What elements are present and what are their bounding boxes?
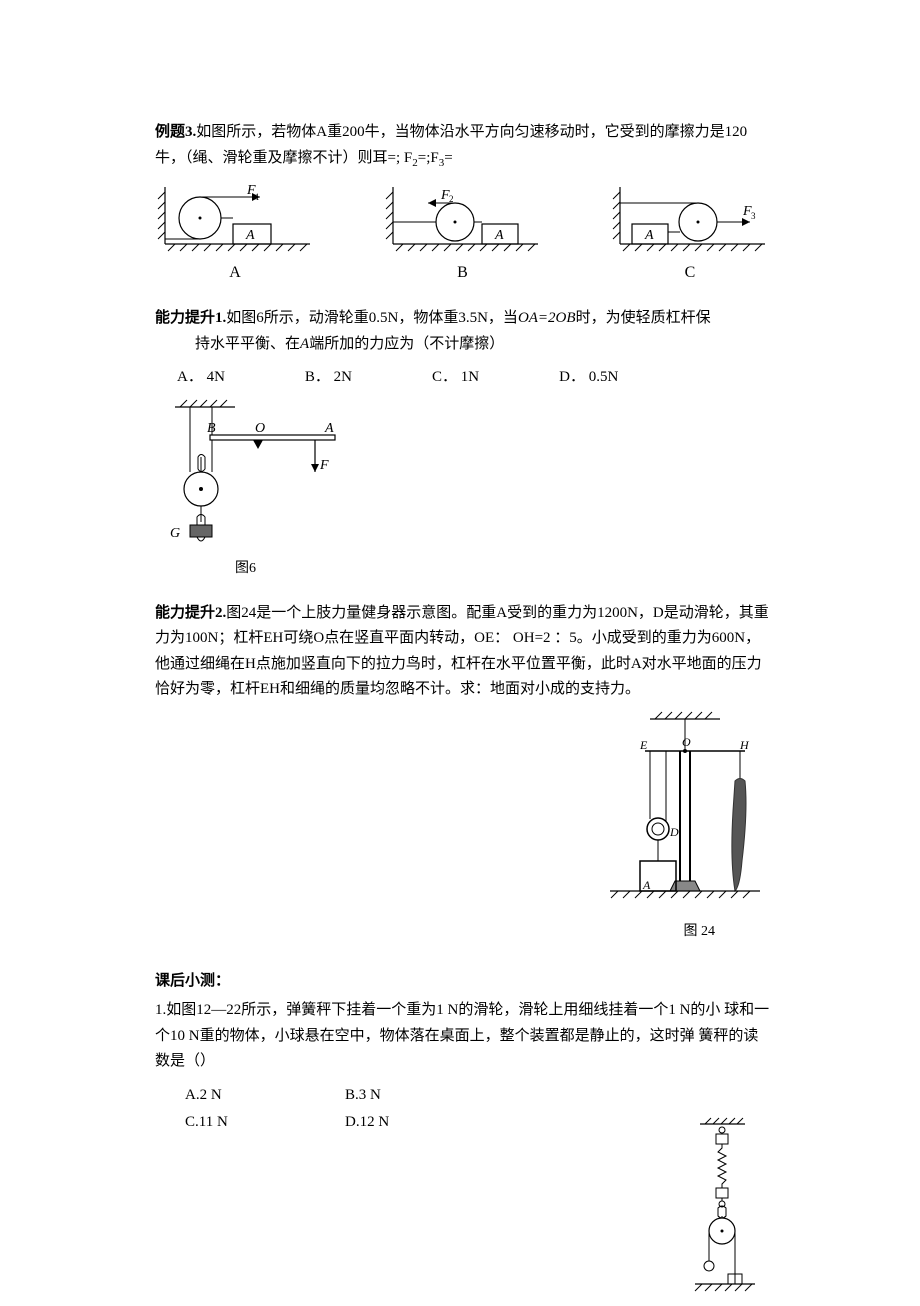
diagram-c-container: A F 3 C	[610, 182, 770, 286]
svg-text:D: D	[669, 825, 679, 839]
svg-text:H: H	[739, 738, 750, 752]
q1-option-c: C.11 N	[185, 1110, 345, 1136]
fig6-svg: B O A F G	[165, 397, 365, 557]
option-b: B． 2N	[305, 365, 352, 391]
diagram-a-svg: F 1 A	[155, 182, 315, 257]
svg-text:O: O	[255, 421, 265, 436]
skill-2-label: 能力提升2.	[155, 605, 226, 621]
q1-option-b: B.3 N	[345, 1083, 505, 1109]
skill-1: 能力提升1.如图6所示，动滑轮重0.5N，物体重3.5N，当OA=2OB时，为使…	[155, 306, 770, 580]
q1-option-a: A.2 N	[185, 1083, 345, 1109]
example-3-text: 例题3.如图所示，若物体A重200牛，当物体沿水平方向匀速移动时，它受到的摩擦力…	[155, 120, 770, 172]
svg-text:A: A	[245, 228, 255, 243]
posttest-q1-text: 1.如图12—22所示，弹簧秤下挂着一个重为1 N的滑轮，滑轮上用细线挂着一个1…	[155, 998, 770, 1075]
option-a: A． 4N	[177, 365, 225, 391]
posttest-header: 课后小测：	[155, 969, 770, 995]
skill-1-text: 能力提升1.如图6所示，动滑轮重0.5N，物体重3.5N，当OA=2OB时，为使…	[155, 306, 770, 357]
svg-text:A: A	[644, 228, 654, 243]
q1-option-d: D.12 N	[345, 1110, 505, 1136]
svg-text:1: 1	[255, 192, 260, 202]
example-3-label: 例题3.	[155, 124, 196, 140]
fig6-container: B O A F G 图6	[165, 397, 770, 581]
svg-text:F: F	[319, 458, 329, 473]
diagram-c-svg: A F 3	[610, 182, 770, 257]
svg-text:A: A	[324, 421, 334, 436]
skill-1-label: 能力提升1.	[155, 310, 226, 326]
svg-text:3: 3	[751, 211, 756, 221]
fig6-caption: 图6	[235, 557, 770, 581]
skill-1-line2: 持水平平衡、在A端所加的力应为（不计摩擦）	[195, 332, 770, 358]
option-d: D． 0.5N	[559, 365, 618, 391]
diagram-a-container: F 1 A A	[155, 182, 315, 286]
svg-text:O: O	[682, 735, 691, 749]
skill-2: 能力提升2.图24是一个上肢力量健身器示意图。配重A受到的重力为1200N，D是…	[155, 601, 770, 944]
diagram-b-svg: F 2 A	[383, 182, 543, 257]
diagram-b-container: F 2 A B	[383, 182, 543, 286]
option-c: C． 1N	[432, 365, 479, 391]
diagram-b-label: B	[383, 259, 543, 286]
example-3-diagrams: F 1 A A	[155, 182, 770, 286]
svg-text:E: E	[639, 738, 648, 752]
svg-text:G: G	[170, 526, 180, 541]
svg-text:A: A	[642, 878, 651, 892]
svg-text:A: A	[494, 228, 504, 243]
svg-text:B: B	[207, 421, 216, 436]
diagram-a-label: A	[155, 259, 315, 286]
fig24-svg: E O H D A	[590, 711, 770, 911]
posttest-section: 课后小测： 1.如图12—22所示，弹簧秤下挂着一个重为1 N的滑轮，滑轮上用细…	[155, 969, 770, 1136]
skill-1-options: A． 4N B． 2N C． 1N D． 0.5N	[177, 365, 770, 391]
skill-2-text: 能力提升2.图24是一个上肢力量健身器示意图。配重A受到的重力为1200N，D是…	[155, 601, 770, 703]
svg-text:2: 2	[449, 194, 454, 204]
fig24-container: E O H D A	[155, 711, 770, 944]
fig24-caption: 图 24	[155, 920, 770, 944]
example-3: 例题3.如图所示，若物体A重200牛，当物体沿水平方向匀速移动时，它受到的摩擦力…	[155, 120, 770, 286]
posttest-q1-options: A.2 N B.3 N C.11 N D.12 N	[185, 1083, 770, 1136]
fig12-22-container	[690, 1116, 760, 1306]
diagram-c-label: C	[610, 259, 770, 286]
fig12-22-svg	[690, 1116, 760, 1306]
